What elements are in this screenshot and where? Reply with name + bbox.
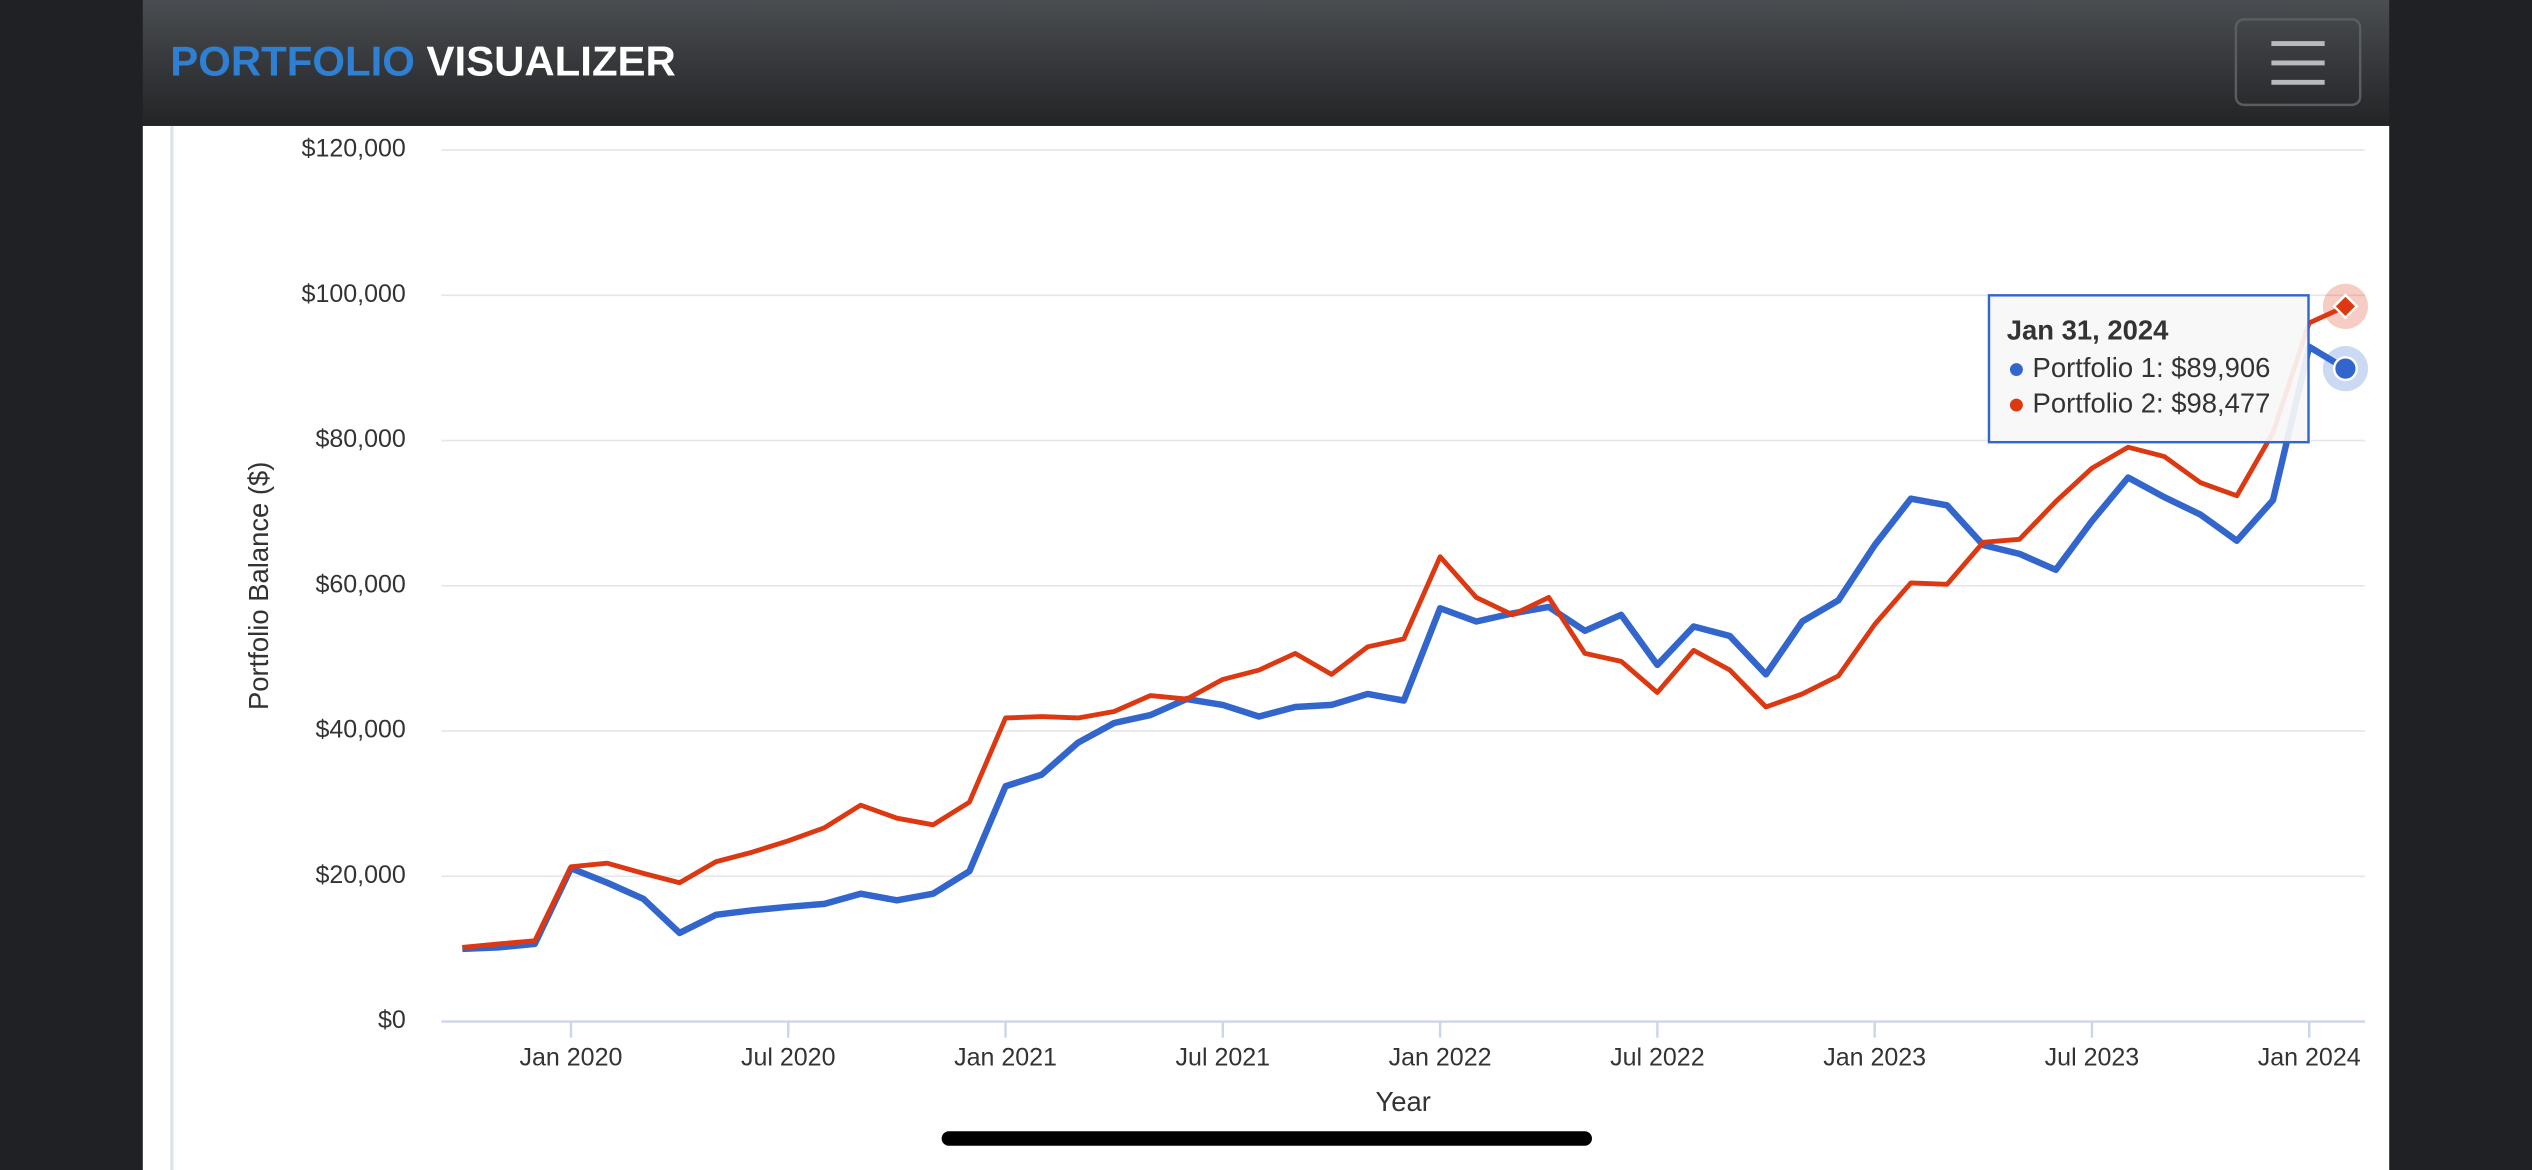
navbar (142, 0, 2390, 126)
y-tick-label: $80,000 (315, 425, 405, 453)
menu-border (2234, 18, 2362, 107)
x-tick-label: Jan 2020 (520, 1043, 623, 1071)
x-tick-label: Jan 2023 (1823, 1043, 1926, 1071)
y-tick-label: $60,000 (315, 570, 405, 598)
y-tick-label: $100,000 (302, 280, 406, 308)
tooltip-line: Portfolio 2: $98,477 (2033, 387, 2271, 418)
tooltip: Jan 31, 2024 Portfolio 1: $89,906 Portfoli… (1987, 294, 2310, 444)
brand[interactable]: PORTFOLIO VISUALIZER (170, 38, 676, 85)
series-line (462, 343, 2348, 953)
x-axis-title: Year (1375, 1086, 1430, 1117)
series-line (462, 304, 2347, 950)
hover-point (2332, 293, 2359, 320)
hover-point (2332, 356, 2358, 382)
brand-first: PORTFOLIO (170, 38, 415, 85)
x-tick-label: Jul 2023 (2045, 1043, 2140, 1071)
y-tick-label: $0 (378, 1006, 406, 1034)
y-axis-title: Portfolio Balance ($) (243, 462, 274, 710)
menu-button[interactable] (2234, 18, 2362, 107)
x-tick-label: Jan 2022 (1389, 1043, 1492, 1071)
y-tick-label: $20,000 (315, 861, 405, 889)
x-tick-label: Jan 2021 (954, 1043, 1057, 1071)
menu-icon (2271, 41, 2325, 85)
chart-panel (142, 125, 2390, 1170)
tooltip-line: Portfolio 1: $89,906 (2033, 352, 2271, 383)
y-tick-label: $40,000 (315, 716, 405, 744)
y-tick-label: $120,000 (302, 135, 406, 163)
tooltip-title: Jan 31, 2024 (2007, 315, 2169, 346)
x-tick-label: Jan 2024 (2258, 1043, 2361, 1071)
home-indicator (941, 1131, 1592, 1146)
x-tick-label: Jul 2022 (1610, 1043, 1705, 1071)
tooltip-box (1987, 294, 2310, 444)
plot: $0 $20,000 $40,000 $60,000 $80,000 $100,000 $1… (243, 135, 2369, 1117)
tooltip-dot (2009, 398, 2023, 412)
x-tick-label: Jul 2021 (1176, 1043, 1271, 1071)
tooltip-dot (2009, 363, 2023, 377)
x-tick-label: Jul 2020 (741, 1043, 836, 1071)
brand-second: VISUALIZER (427, 38, 676, 85)
